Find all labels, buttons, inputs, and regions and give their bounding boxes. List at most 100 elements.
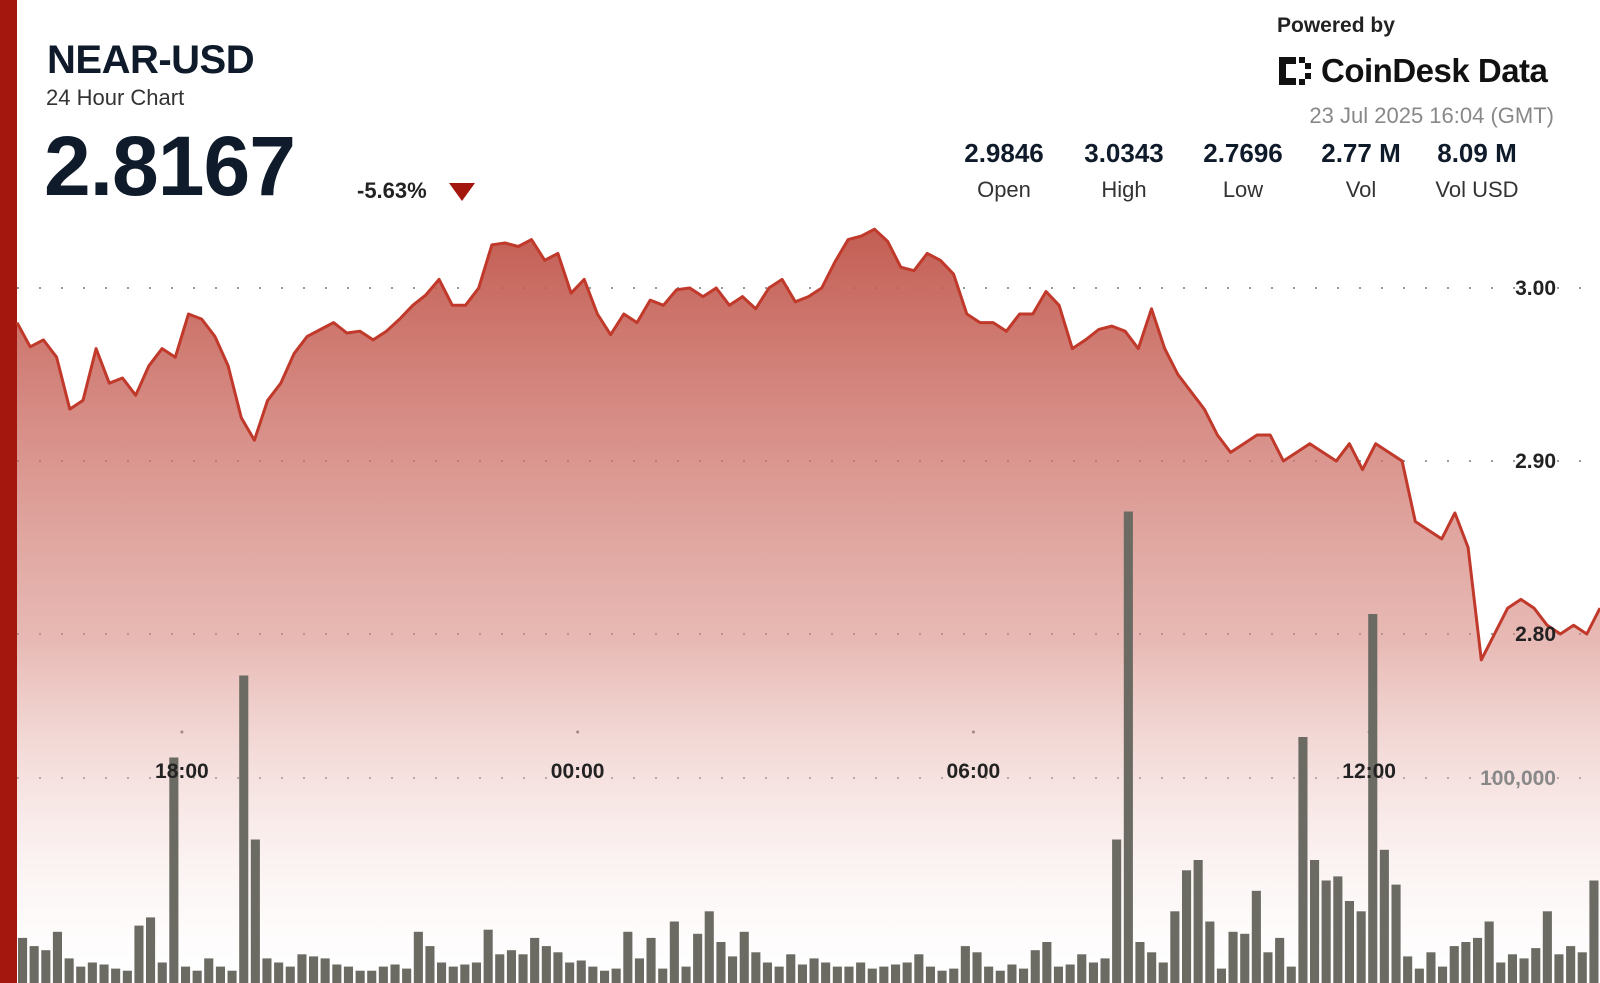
volume-bar (832, 966, 842, 983)
volume-bar (1298, 737, 1308, 983)
volume-bar (1077, 954, 1087, 983)
volume-bar (250, 839, 260, 983)
volume-bar (867, 968, 877, 983)
volume-bar (18, 937, 28, 983)
volume-bar (914, 954, 924, 983)
volume-bar (565, 962, 575, 983)
volume-bar (1042, 942, 1052, 983)
volume-bar (460, 964, 470, 983)
volume-bar (576, 960, 586, 983)
stat-label: High (1101, 177, 1147, 202)
volume-bar (1473, 937, 1483, 983)
volume-bar (1542, 911, 1552, 983)
volume-bar (297, 954, 307, 983)
volume-bar (751, 952, 761, 983)
volume-bar (495, 954, 505, 983)
price-tick-label: 3.00 (1515, 277, 1556, 300)
volume-bar (437, 962, 447, 983)
volume-bar (169, 757, 179, 983)
volume-bar (99, 964, 109, 983)
volume-bar (879, 966, 889, 983)
coindesk-logo-icon (1279, 57, 1311, 85)
volume-bar (856, 962, 866, 983)
volume-bar (821, 962, 831, 983)
down-arrow-icon (449, 183, 475, 201)
volume-bar (1182, 870, 1192, 983)
volume-bar (309, 956, 319, 983)
volume-bar (611, 968, 621, 983)
brand-name: CoinDesk Data (1321, 52, 1548, 89)
volume-bar (1019, 968, 1029, 983)
powered-by-label: Powered by (1277, 14, 1395, 37)
price-area (17, 229, 1600, 983)
stat-value: 8.09 M (1437, 138, 1517, 168)
volume-bar (1321, 880, 1331, 983)
volume-bar (530, 937, 540, 983)
volume-bar (1344, 901, 1354, 983)
volume-bar (984, 966, 994, 983)
volume-bar (1158, 962, 1168, 983)
volume-bar (693, 933, 703, 983)
volume-bar (111, 968, 121, 983)
volume-bar (1310, 860, 1320, 983)
volume-bar (1007, 964, 1017, 983)
volume-bar (646, 937, 656, 983)
volume-bar (937, 970, 947, 983)
volume-bar (122, 970, 132, 983)
volume-bar (1426, 952, 1436, 983)
volume-bar (1205, 921, 1215, 983)
volume-bar (1147, 952, 1157, 983)
price-tick-label: 2.90 (1515, 450, 1556, 473)
volume-bar (949, 968, 959, 983)
volume-tick-label: 100,000 (1480, 767, 1556, 790)
volume-bar (483, 929, 493, 983)
volume-bar (227, 970, 237, 983)
volume-bar (1449, 946, 1459, 983)
volume-bar (786, 954, 796, 983)
volume-bar (413, 931, 423, 983)
stat-high: 3.0343 High (1059, 138, 1189, 203)
volume-bar (41, 950, 51, 983)
volume-bar (600, 970, 610, 983)
volume-bar (1507, 954, 1517, 983)
volume-bar (995, 970, 1005, 983)
volume-bar (1438, 966, 1448, 983)
volume-bar (844, 966, 854, 983)
volume-bar (1554, 954, 1564, 983)
volume-bar (762, 962, 772, 983)
volume-bar (1519, 958, 1529, 983)
volume-bar (1251, 890, 1261, 983)
volume-bar (972, 952, 982, 983)
volume-bar (716, 942, 726, 983)
volume-bar (448, 966, 458, 983)
price-line (15, 227, 1600, 662)
volume-bar (367, 970, 377, 983)
volume-bar (1286, 966, 1296, 983)
volume-bar (1135, 942, 1145, 983)
axis-labels: 3.00 2.90 2.80 100,000 18:00 00:00 06:00 12:00 (155, 277, 1556, 790)
volume-bar (1263, 952, 1273, 983)
volume-bar (320, 958, 330, 983)
volume-bar (518, 954, 528, 983)
volume-bar (553, 952, 563, 983)
stat-open: 2.9846 Open (939, 138, 1069, 203)
volume-bar (1403, 956, 1413, 983)
volume-bar (355, 970, 365, 983)
price-change: -5.63% (357, 178, 427, 203)
stat-label: Open (977, 177, 1031, 202)
volume-bar (774, 966, 784, 983)
stat-vol-usd: 8.09 M Vol USD (1412, 138, 1542, 203)
current-price: 2.8167 (44, 119, 296, 213)
volume-bar (1228, 931, 1238, 983)
volume-bar (1100, 958, 1110, 983)
symbol-title: NEAR-USD (47, 38, 255, 82)
volume-bar (64, 958, 74, 983)
volume-bar (1414, 968, 1424, 983)
volume-bar (809, 958, 819, 983)
volume-bar (52, 931, 62, 983)
stat-label: Vol USD (1435, 177, 1519, 202)
volume-bar (1566, 946, 1576, 983)
volume-bar (1333, 876, 1343, 983)
volume-bar (146, 917, 156, 983)
